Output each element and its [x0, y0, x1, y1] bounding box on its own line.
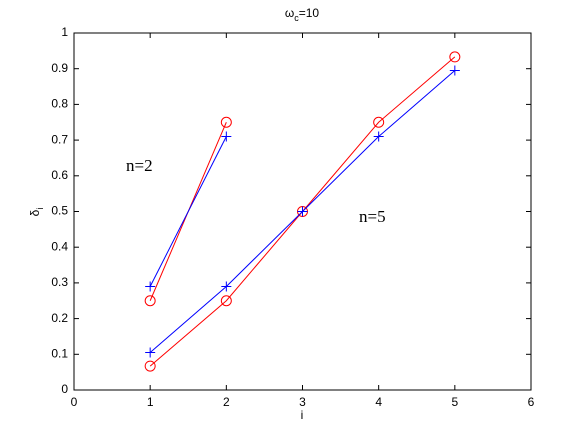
x-tick-label: 6 [528, 395, 535, 409]
y-axis-label: δi [28, 208, 45, 217]
point-marker [220, 295, 232, 307]
subscript: c [294, 13, 299, 23]
y-tick-label: 0.2 [51, 311, 68, 325]
y-tick-label: 0 [61, 382, 68, 396]
x-axis-label: i [301, 408, 304, 422]
subscript: i [35, 208, 45, 210]
series-line [149, 136, 227, 287]
x-tick-label: 3 [299, 395, 306, 409]
y-tick-label: 0.3 [51, 275, 68, 289]
text-segment: =10 [299, 6, 320, 20]
y-tick-label: 0.8 [51, 97, 68, 111]
x-tick-label: 0 [71, 395, 78, 409]
x-tick-label: 4 [375, 395, 382, 409]
point-marker [297, 206, 308, 217]
y-tick-label: 0.1 [51, 346, 68, 360]
y-tick-label: 1 [61, 25, 68, 39]
y-tick-label: 0.6 [51, 168, 68, 182]
text-segment: ω [285, 6, 294, 20]
x-tick-label: 1 [147, 395, 154, 409]
annotation: n=5 [359, 207, 386, 226]
y-tick-label: 0.5 [51, 204, 68, 218]
point-marker [373, 131, 384, 142]
y-tick-label: 0.9 [51, 61, 68, 75]
point-marker [221, 131, 232, 142]
point-marker [449, 65, 460, 76]
point-marker [449, 51, 461, 63]
point-marker [145, 281, 156, 292]
point-marker [145, 347, 156, 358]
chart-title: ωc=10 [285, 6, 320, 23]
point-marker [373, 116, 385, 128]
x-tick-label: 5 [451, 395, 458, 409]
point-marker [144, 295, 156, 307]
annotation: n=2 [126, 156, 153, 175]
point-marker [221, 281, 232, 292]
point-marker [220, 116, 232, 128]
y-tick-label: 0.7 [51, 132, 68, 146]
y-tick-label: 0.4 [51, 239, 68, 253]
x-tick-label: 2 [223, 395, 230, 409]
text-segment: δ [28, 209, 42, 216]
point-marker [144, 360, 156, 372]
text-segment: i [301, 408, 304, 422]
